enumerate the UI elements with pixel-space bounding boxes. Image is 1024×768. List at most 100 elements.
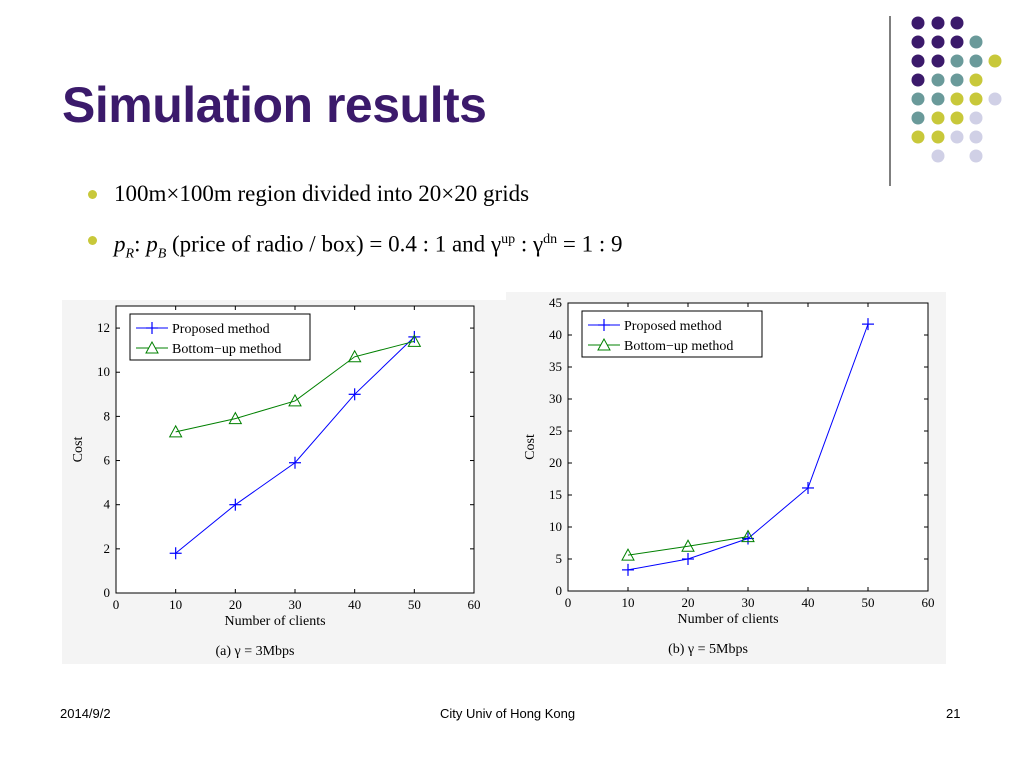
x-tick-label: 50 <box>862 595 875 610</box>
bullet-text-part: 20 grids <box>454 181 530 206</box>
decor-dot <box>911 16 925 30</box>
data-point-triangle <box>621 548 635 561</box>
decor-dot <box>931 149 945 163</box>
legend-marker-triangle <box>145 340 159 354</box>
chart-panel-a: 0 10 20 30 40 50 60 0 2 4 6 8 10 12 Number of clients C… <box>62 300 510 664</box>
legend-label: Bottom−up method <box>624 339 733 354</box>
decor-dot <box>988 54 1002 68</box>
times-symbol: × <box>441 181 455 206</box>
decor-dot <box>931 92 945 106</box>
data-point-triangle <box>681 539 695 552</box>
decor-dot <box>988 92 1002 106</box>
page-title: Simulation results <box>62 77 487 133</box>
decor-dot <box>950 16 964 30</box>
data-point-plus <box>622 563 634 576</box>
y-tick-label: 25 <box>549 423 562 438</box>
decor-dot <box>931 111 945 125</box>
decor-dot <box>911 130 925 144</box>
decor-dot <box>950 54 964 68</box>
legend-marker-triangle <box>597 337 611 351</box>
gamma-up-superscript: up <box>501 232 516 247</box>
y-tick-label: 4 <box>104 497 111 512</box>
gamma-ratio-text: = 1 : 9 <box>557 231 623 257</box>
price-radio-subscript: R <box>125 246 135 262</box>
x-tick-label: 20 <box>682 595 695 610</box>
x-tick-label: 60 <box>468 597 481 612</box>
footer-date: 2014/9/2 <box>60 706 111 721</box>
data-point-plus <box>289 456 301 469</box>
data-point-plus <box>229 498 242 511</box>
decor-dot <box>969 111 983 125</box>
data-point-plus <box>862 318 874 331</box>
x-tick-label: 0 <box>565 595 572 610</box>
x-tick-label: 40 <box>348 597 361 612</box>
data-point-triangle <box>741 529 755 543</box>
data-point-plus <box>408 330 421 343</box>
decor-dot <box>969 92 983 106</box>
x-tick-label: 10 <box>169 597 182 612</box>
decor-dot <box>969 73 983 87</box>
x-axis-label: Number of clients <box>224 614 325 629</box>
bullet-dot-icon <box>88 190 97 199</box>
decor-dot <box>931 16 945 30</box>
decor-dot <box>969 130 983 144</box>
x-tick-label: 60 <box>922 595 935 610</box>
decor-dot <box>969 35 983 49</box>
data-point-triangle <box>168 424 183 438</box>
series-line <box>627 536 749 556</box>
y-tick-label: 12 <box>97 320 110 335</box>
series-line <box>175 340 415 433</box>
x-tick-label: 0 <box>113 597 120 612</box>
price-ratio-text: (price of radio / box) = 0.4 : 1 and <box>166 231 491 257</box>
bullet-dot-icon <box>88 236 97 245</box>
decor-dot <box>969 149 983 163</box>
y-tick-label: 0 <box>104 585 111 600</box>
y-tick-label: 20 <box>549 455 562 470</box>
x-tick-label: 20 <box>229 597 242 612</box>
decor-dot <box>931 73 945 87</box>
chart-caption: (b) γ = 5Mbps <box>668 642 748 657</box>
bullet-item-price: pR: pB (price of radio / box) = 0.4 : 1 … <box>88 222 623 268</box>
decor-dot <box>950 73 964 87</box>
legend-marker-plus <box>146 322 158 334</box>
decor-dot <box>931 35 945 49</box>
data-point-plus <box>348 388 361 401</box>
decor-dot <box>911 92 925 106</box>
x-tick-label: 40 <box>802 595 815 610</box>
footer-center: City Univ of Hong Kong <box>440 706 576 721</box>
bullet-text-part: 100m region divided into 20 <box>179 181 442 206</box>
legend-label: Proposed method <box>624 319 722 334</box>
title-divider-line <box>889 16 891 186</box>
x-tick-label: 30 <box>289 597 302 612</box>
y-tick-label: 15 <box>549 487 562 502</box>
price-box-subscript: B <box>157 246 167 262</box>
decor-dot <box>950 111 964 125</box>
chart-a-svg: 0 10 20 30 40 50 60 0 2 4 6 8 10 12 Number of clients C… <box>71 305 481 659</box>
y-tick-label: 5 <box>556 551 563 566</box>
x-tick-label: 10 <box>622 595 635 610</box>
chart-b-svg: 0 10 20 30 40 50 60 0 5 10 15 20 25 30 35 40 45 Number of… <box>523 295 935 657</box>
y-tick-label: 40 <box>549 327 562 342</box>
y-tick-label: 30 <box>549 391 562 406</box>
y-tick-label: 8 <box>104 408 111 423</box>
legend-label: Proposed method <box>172 322 270 337</box>
legend-label: Bottom−up method <box>172 342 281 357</box>
decor-dot <box>969 54 983 68</box>
decor-dot <box>911 73 925 87</box>
chart-panel-b: 0 10 20 30 40 50 60 0 5 10 15 20 25 30 35 40 45 Number of… <box>506 292 946 664</box>
data-point-plus <box>802 481 814 494</box>
price-radio-symbol: p <box>114 231 126 257</box>
price-box-symbol: p <box>146 231 158 257</box>
y-axis-label: Cost <box>71 437 86 463</box>
times-symbol: × <box>166 181 180 206</box>
x-tick-label: 50 <box>408 597 421 612</box>
decor-dot <box>911 54 925 68</box>
data-point-triangle <box>288 393 302 407</box>
legend-box <box>581 310 763 358</box>
decor-dot <box>931 130 945 144</box>
legend-marker-plus <box>598 319 610 331</box>
bullet-item-grid: 100m×100m region divided into 20×20 grid… <box>88 176 623 222</box>
decor-dot <box>911 111 925 125</box>
y-tick-label: 35 <box>549 359 562 374</box>
data-point-triangle <box>407 334 422 347</box>
